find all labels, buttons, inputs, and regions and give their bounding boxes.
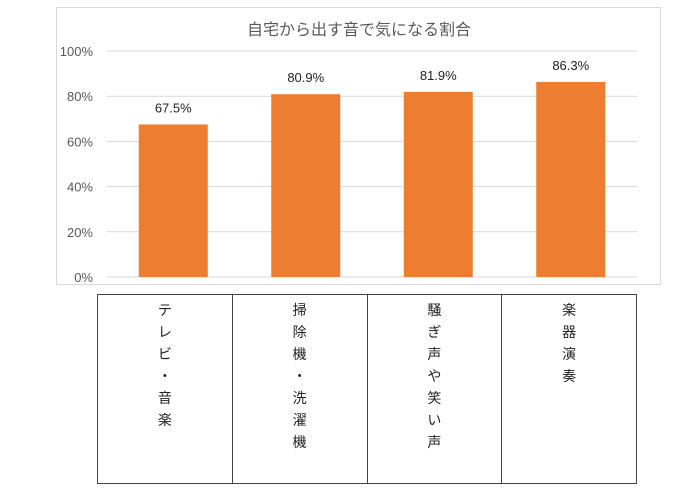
y-tick-label: 80% bbox=[67, 89, 93, 104]
category-char: や bbox=[427, 368, 442, 384]
y-tick-label: 20% bbox=[67, 225, 93, 240]
category-char: 声 bbox=[427, 434, 442, 450]
bar bbox=[536, 81, 606, 277]
data-label: 80.9% bbox=[287, 70, 324, 85]
category-char: 濯 bbox=[292, 412, 307, 428]
category-char: 演 bbox=[562, 346, 577, 362]
category-char: テ bbox=[157, 302, 172, 318]
data-label: 67.5% bbox=[155, 100, 192, 115]
category-label: 掃除機・洗濯機 bbox=[233, 295, 368, 483]
data-label: 81.9% bbox=[420, 68, 457, 83]
category-char: い bbox=[427, 412, 442, 428]
category-char: 器 bbox=[562, 324, 577, 340]
category-char: レ bbox=[157, 324, 172, 340]
bar bbox=[271, 94, 341, 277]
category-char: ぎ bbox=[427, 324, 442, 340]
bar bbox=[403, 91, 473, 277]
category-char: 笑 bbox=[427, 390, 442, 406]
category-char: 奏 bbox=[562, 368, 577, 384]
y-tick-label: 100% bbox=[60, 44, 94, 59]
category-char: 機 bbox=[292, 346, 307, 362]
category-char: ・ bbox=[292, 368, 307, 384]
category-char: 音 bbox=[157, 390, 172, 406]
category-char: 楽 bbox=[562, 302, 577, 318]
category-char: 除 bbox=[292, 324, 307, 340]
bar bbox=[138, 124, 208, 277]
y-tick-label: 60% bbox=[67, 134, 93, 149]
category-label: テレビ・音楽 bbox=[98, 295, 233, 483]
category-table: テレビ・音楽掃除機・洗濯機騒ぎ声や笑い声楽器演奏 bbox=[97, 294, 637, 484]
chart-area: 自宅から出す音で気になる割合 0% 20% 40% 60% 80% 100% 67.5% 80… bbox=[56, 7, 661, 285]
category-char: 機 bbox=[292, 434, 307, 450]
category-label: 楽器演奏 bbox=[502, 295, 636, 483]
category-label: 騒ぎ声や笑い声 bbox=[368, 295, 503, 483]
y-tick-label: 0% bbox=[74, 270, 93, 285]
category-char: 楽 bbox=[157, 412, 172, 428]
y-tick-label: 40% bbox=[67, 180, 93, 195]
bar-chart: 自宅から出す音で気になる割合 0% 20% 40% 60% 80% 100% 67.5% 80… bbox=[60, 21, 637, 285]
category-char: 洗 bbox=[292, 390, 307, 406]
category-char: 掃 bbox=[292, 302, 307, 318]
category-char: ・ bbox=[157, 368, 172, 384]
category-char: 声 bbox=[427, 346, 442, 362]
category-char: 騒 bbox=[427, 302, 442, 318]
category-char: ビ bbox=[157, 346, 172, 362]
chart-title: 自宅から出す音で気になる割合 bbox=[247, 21, 471, 39]
data-label: 86.3% bbox=[552, 58, 589, 73]
